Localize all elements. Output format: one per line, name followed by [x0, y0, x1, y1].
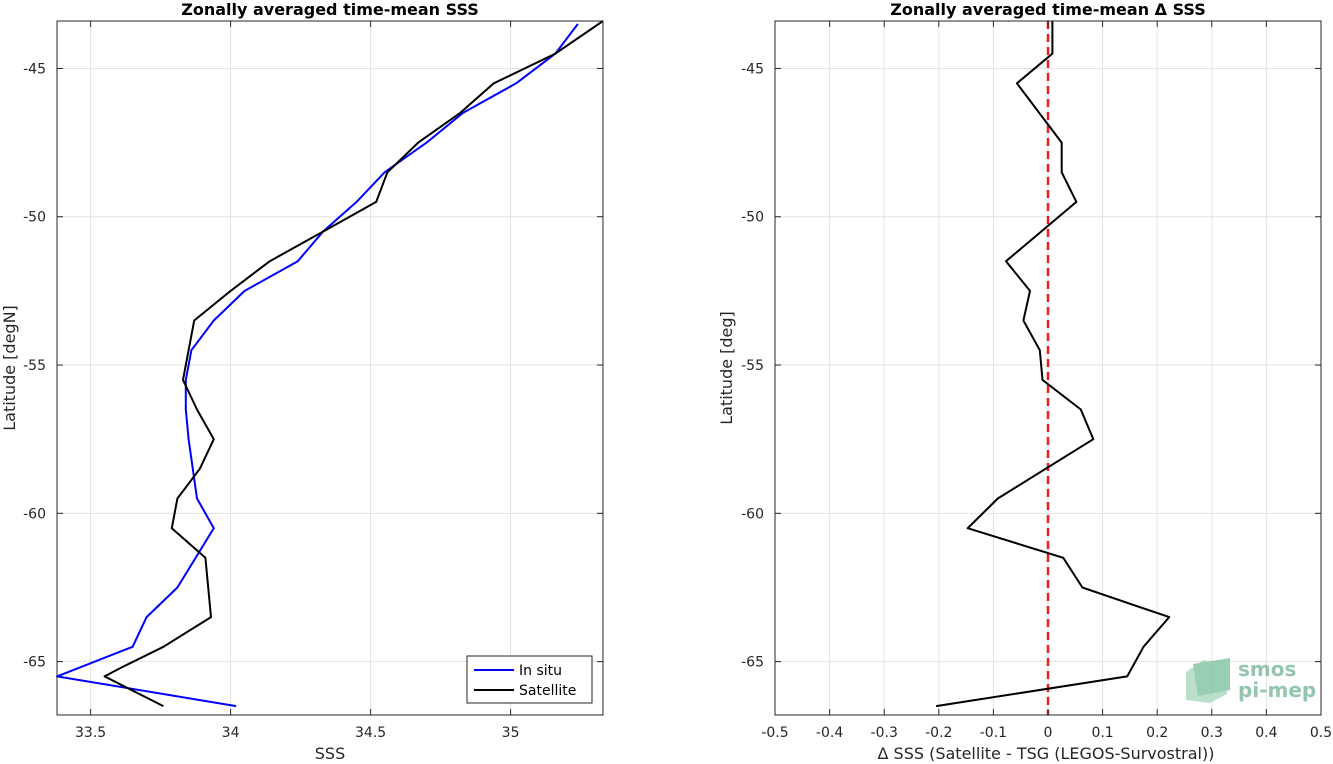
- delta-series: [935, 21, 1171, 715]
- sss-x-tick-label: 35: [502, 725, 520, 741]
- sss-y-tick-label: -55: [23, 358, 46, 374]
- delta-x-tick-label: 0.2: [1146, 725, 1168, 741]
- logo-shape-front: [1193, 658, 1230, 696]
- delta-y-axis-label: Latitude [deg]: [717, 311, 736, 425]
- sss-y-tick-label: -60: [23, 506, 46, 522]
- sss-ticks: 33.5 34 34.5 35 -65 -60 -55 -50 -45: [23, 21, 603, 741]
- delta-series-line-delta: [935, 21, 1171, 708]
- sss-y-tick-label: -50: [23, 210, 46, 226]
- delta-y-tick-label: -55: [741, 358, 764, 374]
- delta-x-tick-label: -0.2: [925, 725, 952, 741]
- sss-x-tick-label: 33.5: [75, 725, 106, 741]
- delta-x-tick-label: 0.5: [1310, 725, 1332, 741]
- logo-text-smos: smos: [1238, 657, 1296, 681]
- delta-y-tick-label: -60: [741, 506, 764, 522]
- sss-panel: 33.5 34 34.5 35 -65 -60 -55 -50 -45 Zonally aver…: [0, 0, 604, 763]
- sss-plot-area: [57, 21, 603, 715]
- sss-series: [56, 20, 604, 708]
- delta-ticks: -0.5 -0.4 -0.3 -0.2 -0.1 0 0.1 0.2 0.3 0.4 0.5 -65 -…: [741, 21, 1332, 741]
- sss-series-line-in-situ: [56, 23, 579, 708]
- delta-x-tick-label: -0.1: [980, 725, 1007, 741]
- delta-x-tick-label: -0.5: [761, 725, 788, 741]
- delta-title: Zonally averaged time-mean Δ SSS: [890, 0, 1206, 19]
- delta-y-tick-label: -45: [741, 61, 764, 77]
- legend-box: [466, 655, 593, 704]
- delta-x-tick-label: -0.4: [816, 725, 843, 741]
- smos-pi-mep-logo: smos pi-mep: [1186, 657, 1316, 703]
- legend-satellite-label: Satellite: [519, 683, 576, 699]
- sss-title: Zonally averaged time-mean SSS: [181, 0, 479, 19]
- delta-sss-panel: -0.5 -0.4 -0.3 -0.2 -0.1 0 0.1 0.2 0.3 0.4 0.5 -65 -…: [717, 0, 1332, 763]
- delta-x-axis-label: Δ SSS (Satellite - TSG (LEGOS-Survostral…: [878, 744, 1215, 763]
- sss-grid: [57, 21, 603, 715]
- delta-x-tick-label: 0: [1044, 725, 1053, 741]
- sss-x-tick-label: 34.5: [355, 725, 386, 741]
- sss-x-tick-label: 34: [222, 725, 240, 741]
- sss-y-axis-label: Latitude [degN]: [0, 305, 19, 431]
- sss-legend: In situ Satellite: [466, 655, 593, 704]
- sss-y-tick-label: -45: [23, 61, 46, 77]
- delta-x-tick-label: -0.3: [871, 725, 898, 741]
- sss-axes-box: [56, 20, 604, 716]
- logo-text-pi-mep: pi-mep: [1238, 678, 1316, 702]
- delta-x-tick-label: 0.3: [1201, 725, 1223, 741]
- delta-x-tick-label: 0.1: [1091, 725, 1113, 741]
- sss-series-line-satellite: [103, 20, 604, 707]
- legend-in-situ-label: In situ: [519, 663, 562, 679]
- delta-y-tick-label: -65: [741, 655, 764, 671]
- sss-y-tick-label: -65: [23, 655, 46, 671]
- delta-y-tick-label: -50: [741, 210, 764, 226]
- sss-x-axis-label: SSS: [315, 744, 345, 763]
- delta-x-tick-label: 0.4: [1255, 725, 1277, 741]
